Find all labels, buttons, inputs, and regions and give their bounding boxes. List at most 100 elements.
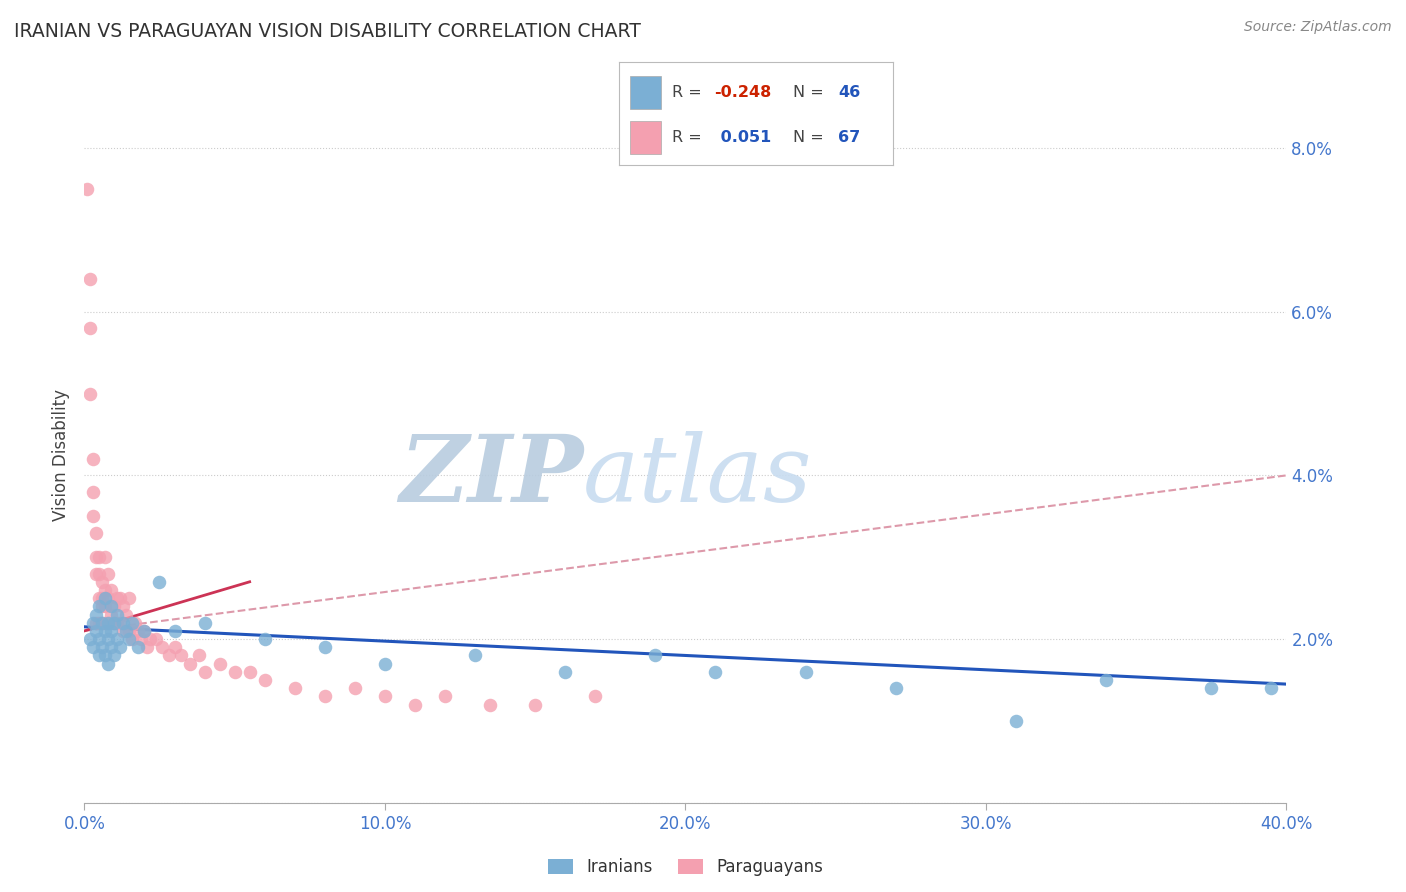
Point [86, 607, 108, 622]
Point [91, 615, 114, 630]
Point [163, 640, 186, 655]
Point [103, 615, 125, 630]
Point [97, 615, 120, 630]
Point [89, 550, 111, 565]
Point [100, 599, 122, 614]
Text: atlas: atlas [583, 431, 813, 521]
Point [94, 624, 117, 638]
Point [139, 632, 162, 646]
Point [107, 607, 129, 622]
Point [82, 640, 104, 655]
Point [1005, 714, 1028, 728]
Point [91, 640, 114, 655]
Point [89, 599, 111, 614]
Point [82, 615, 104, 630]
Point [79, 632, 101, 646]
Point [314, 690, 336, 704]
Point [82, 452, 104, 467]
Point [194, 665, 217, 679]
Point [100, 582, 122, 597]
Point [86, 615, 108, 630]
Point [97, 566, 120, 581]
Point [97, 657, 120, 671]
Text: N =: N = [793, 85, 828, 100]
Point [524, 698, 547, 712]
Point [124, 615, 146, 630]
Point [554, 665, 576, 679]
Point [434, 690, 457, 704]
Point [253, 632, 276, 646]
Point [79, 321, 101, 335]
Text: R =: R = [672, 130, 711, 145]
Y-axis label: Vision Disability: Vision Disability [52, 389, 70, 521]
Point [404, 698, 426, 712]
Point [100, 624, 122, 638]
Point [112, 615, 135, 630]
Point [110, 640, 132, 655]
Point [115, 624, 138, 638]
Text: 67: 67 [838, 130, 860, 145]
FancyBboxPatch shape [630, 76, 661, 109]
Point [110, 591, 132, 606]
Text: Source: ZipAtlas.com: Source: ZipAtlas.com [1244, 20, 1392, 34]
Point [208, 657, 231, 671]
Point [91, 574, 114, 589]
Point [239, 665, 262, 679]
Point [97, 632, 120, 646]
Point [86, 566, 108, 581]
Point [86, 624, 108, 638]
Point [314, 640, 336, 655]
Point [94, 615, 117, 630]
Point [343, 681, 366, 696]
Point [374, 690, 396, 704]
Point [253, 673, 276, 687]
Point [94, 550, 117, 565]
Point [91, 599, 114, 614]
Point [100, 607, 122, 622]
Point [82, 484, 104, 499]
Point [179, 657, 201, 671]
Point [1260, 681, 1282, 696]
Point [100, 640, 122, 655]
Point [76, 182, 98, 196]
Point [704, 665, 727, 679]
Point [134, 624, 156, 638]
Point [107, 591, 129, 606]
Text: -0.248: -0.248 [714, 85, 772, 100]
Point [112, 599, 135, 614]
Point [94, 591, 117, 606]
Point [479, 698, 502, 712]
Text: N =: N = [793, 130, 828, 145]
Point [157, 648, 180, 663]
Point [152, 640, 174, 655]
Point [94, 648, 117, 663]
Point [79, 272, 101, 286]
Point [89, 648, 111, 663]
Point [118, 624, 141, 638]
Point [794, 665, 817, 679]
Point [103, 648, 125, 663]
Point [583, 690, 606, 704]
Point [145, 632, 167, 646]
Point [107, 632, 129, 646]
Point [110, 615, 132, 630]
Point [464, 648, 486, 663]
Point [194, 615, 217, 630]
Point [118, 632, 141, 646]
Point [82, 509, 104, 524]
Point [121, 632, 143, 646]
Point [91, 591, 114, 606]
Text: R =: R = [672, 85, 707, 100]
Text: 0.051: 0.051 [714, 130, 770, 145]
Point [148, 574, 170, 589]
Point [187, 648, 209, 663]
Point [97, 615, 120, 630]
Point [79, 386, 101, 401]
Point [118, 591, 141, 606]
FancyBboxPatch shape [630, 121, 661, 153]
Point [884, 681, 907, 696]
Point [107, 615, 129, 630]
Point [112, 624, 135, 638]
Point [121, 615, 143, 630]
Text: 46: 46 [838, 85, 860, 100]
